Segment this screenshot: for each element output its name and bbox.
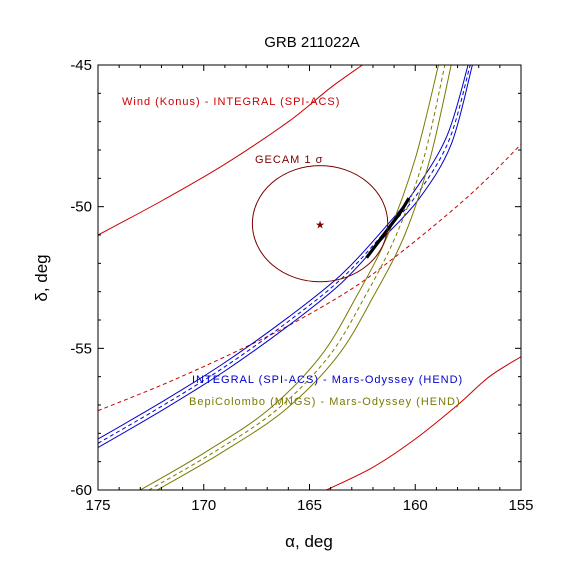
x-tick-label: 155: [508, 497, 533, 514]
gecam-error-ellipse: [251, 165, 389, 283]
series-line-6: [140, 65, 439, 490]
y-tick-label: -45: [70, 57, 92, 74]
series-line-5: [98, 65, 473, 448]
y-tick-label: -55: [70, 340, 92, 357]
series-line-3: [98, 65, 469, 440]
series-line-1: [326, 356, 521, 490]
series-line-7: [148, 65, 446, 490]
series-line-2: [98, 143, 521, 412]
x-tick-label: 175: [85, 497, 110, 514]
plot-frame: [97, 64, 522, 491]
x-tick-label: 170: [191, 497, 216, 514]
y-tick-label: -60: [70, 482, 92, 499]
gecam-center-star-icon: ★: [315, 219, 325, 232]
annotation-konus-integral: Wind (Konus) - INTEGRAL (SPI-ACS): [122, 96, 340, 108]
annotation-integral-hend: INTEGRAL (SPI-ACS) - Mars-Odyssey (HEND): [192, 374, 463, 386]
x-axis-label: α, deg: [285, 532, 333, 551]
series-line-4: [98, 65, 471, 444]
x-tick-label: 160: [403, 497, 428, 514]
chart-title: GRB 211022A: [264, 34, 360, 51]
y-axis-label: δ, deg: [32, 254, 51, 301]
y-tick-label: -50: [70, 199, 92, 216]
series-line-8: [156, 65, 452, 490]
series-line-0: [98, 65, 363, 236]
annotation-bepicolombo-hend: BepiColombo (MNGS) - Mars-Odyssey (HEND): [189, 396, 461, 408]
annotation-gecam: GECAM 1 σ: [255, 154, 323, 166]
series-line-9: [365, 197, 411, 259]
x-tick-label: 165: [297, 497, 322, 514]
